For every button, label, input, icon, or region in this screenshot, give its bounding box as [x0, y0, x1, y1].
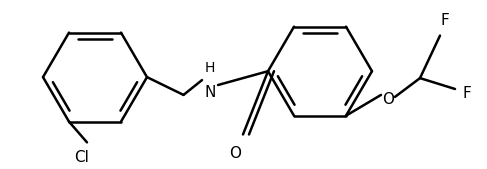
Text: F: F [463, 86, 472, 101]
Text: N: N [205, 85, 216, 100]
Text: Cl: Cl [75, 150, 90, 165]
Text: F: F [441, 13, 450, 28]
Text: O: O [229, 146, 241, 161]
Text: O: O [382, 92, 394, 107]
Text: H: H [205, 61, 215, 75]
